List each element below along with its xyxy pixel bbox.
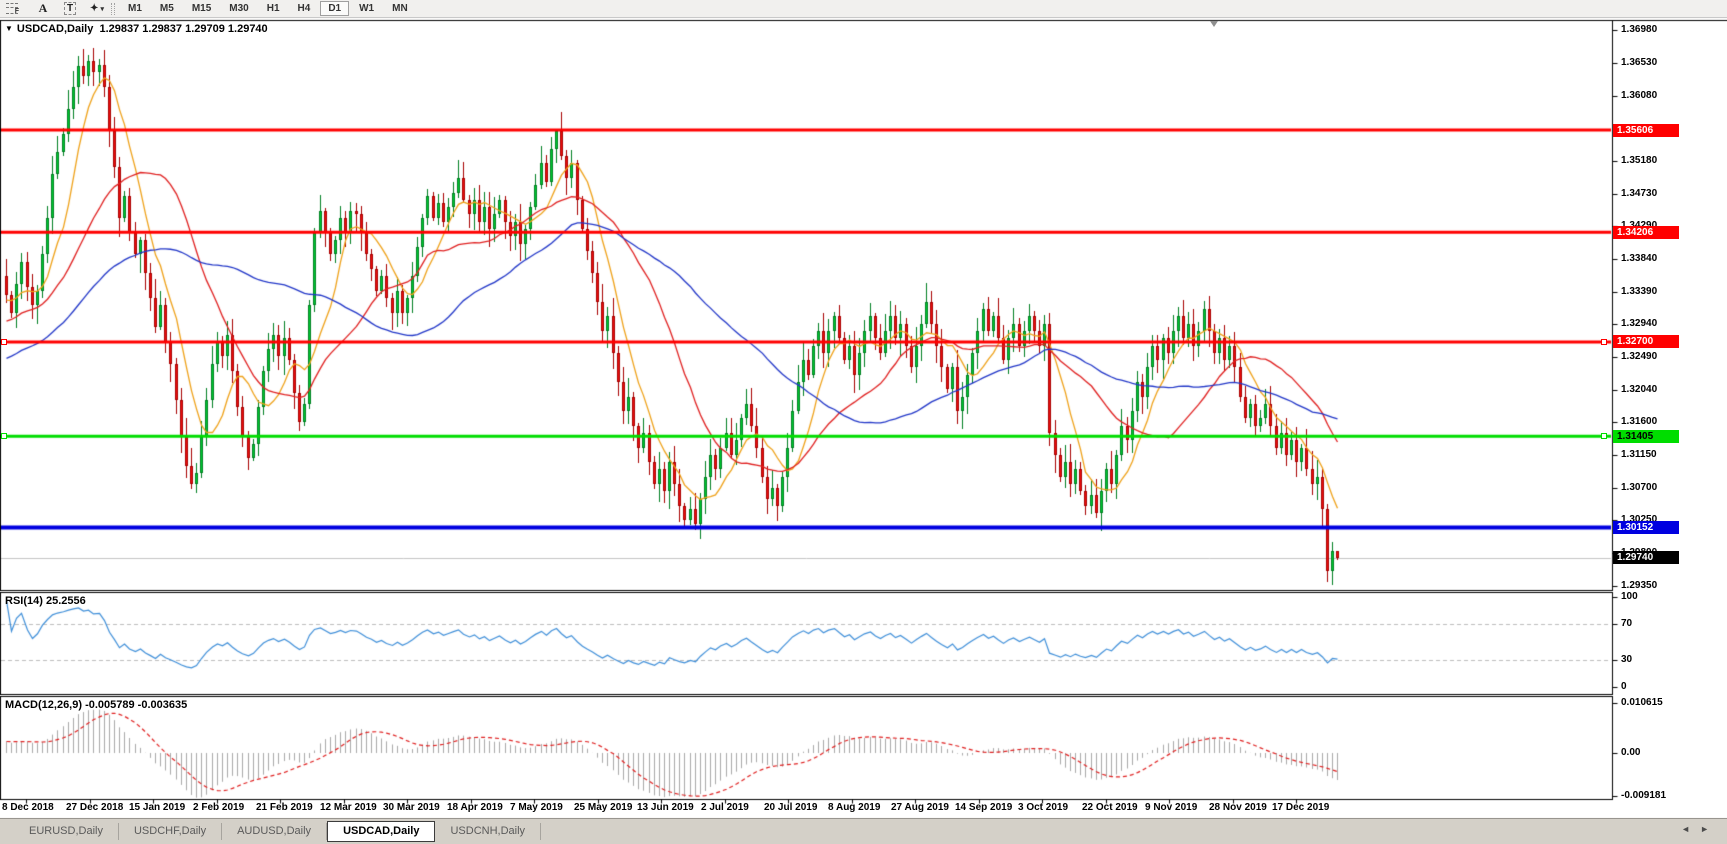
timeframe-d1-button[interactable]: D1	[320, 1, 350, 16]
tab-scroll-left-icon[interactable]: ◄	[1681, 824, 1701, 834]
tab-usdcad[interactable]: USDCAD,Daily	[327, 821, 436, 842]
timeframe-m15-button[interactable]: M15	[191, 3, 212, 14]
timeframe-mn-button[interactable]: MN	[392, 3, 408, 14]
chart-toolbar: F A T ✦ ▾ M1 M5 M15 M30 H1 H4 D1 W1 MN	[0, 0, 1727, 18]
timeframe-m1-button[interactable]: M1	[128, 3, 142, 14]
timeframe-m30-button[interactable]: M30	[229, 3, 249, 14]
chart-tab-bar: EURUSD,Daily USDCHF,Daily AUDUSD,Daily USDC…	[0, 818, 1727, 844]
tab-audusd[interactable]: AUDUSD,Daily	[222, 823, 328, 840]
timeframe-m5-button[interactable]: M5	[159, 3, 174, 14]
timeframe-w1-button[interactable]: W1	[359, 3, 375, 14]
timeframe-h4-button[interactable]: H4	[297, 3, 311, 14]
tab-scroll-right-icon[interactable]: ►	[1700, 824, 1719, 834]
tab-scroll-arrows[interactable]: ◄►	[1681, 824, 1719, 834]
fibonacci-tool-button[interactable]: F	[3, 1, 21, 16]
arrows-icon: ✦	[90, 3, 99, 14]
chevron-down-icon: ▾	[100, 5, 104, 13]
text-label-icon: T	[63, 2, 77, 15]
text-tool-button[interactable]: A	[38, 1, 48, 15]
arrows-tool-button[interactable]: ✦ ▾	[88, 1, 106, 16]
text-label-tool-button[interactable]: T	[61, 1, 79, 16]
fibonacci-icon: F	[6, 3, 19, 15]
tab-usdcnh[interactable]: USDCNH,Daily	[435, 823, 542, 840]
timeframe-h1-button[interactable]: H1	[266, 3, 280, 14]
tab-eurusd[interactable]: EURUSD,Daily	[14, 823, 119, 840]
tab-usdchf[interactable]: USDCHF,Daily	[119, 823, 223, 840]
